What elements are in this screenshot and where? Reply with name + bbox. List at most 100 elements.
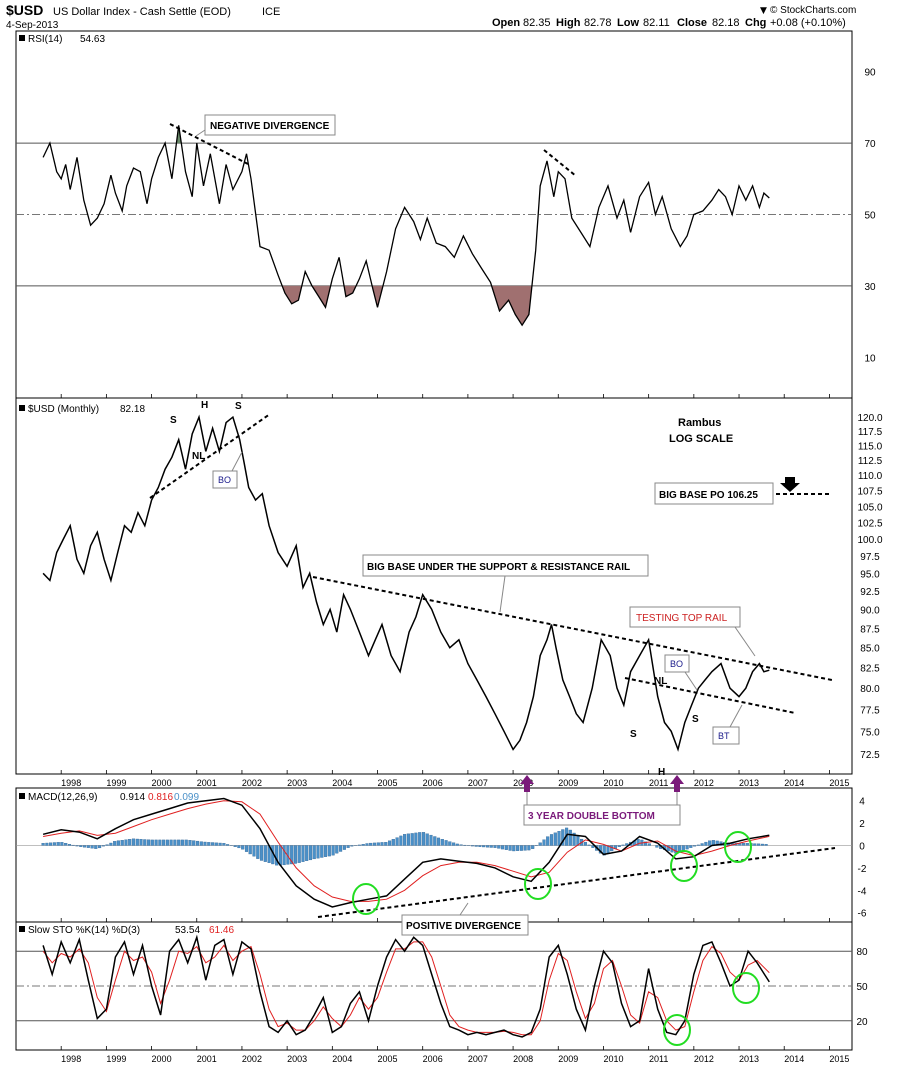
- double-bottom-bracket: [526, 792, 678, 805]
- macd-hist-bar: [666, 845, 670, 852]
- price-tick-72.5: 72.5: [860, 750, 880, 761]
- macd-hist-bar: [636, 839, 640, 846]
- rsi-legend-swatch: [19, 35, 25, 41]
- double-bottom-label: 3 YEAR DOUBLE BOTTOM: [528, 811, 655, 822]
- macd-circle-1: [352, 883, 380, 915]
- macd-hist-bar: [67, 844, 72, 846]
- sto-legend-label: Slow STO %K(14) %D(3): [28, 925, 140, 936]
- rsi-divergence-line: [169, 123, 249, 165]
- hs-neckline-label: NL: [192, 451, 205, 462]
- macd-hist-bar: [519, 845, 523, 851]
- macd-circle-3: [670, 850, 698, 882]
- macd-line: [42, 797, 770, 908]
- macd-hist-bar: [497, 845, 501, 849]
- xaxis-label-bottom-2012: 2012: [694, 1054, 714, 1064]
- macd-hist-bar: [425, 833, 429, 846]
- macd-hist-bar: [101, 845, 105, 847]
- macd-hist-bar: [568, 829, 572, 846]
- macd-hist-bar: [369, 842, 373, 846]
- big-base-po-box: [654, 482, 774, 505]
- price-tick-75.0: 75.0: [860, 727, 880, 738]
- macd-legend-label: MACD(12,26,9): [28, 792, 97, 803]
- macd-hist-bar: [508, 845, 512, 851]
- macd-hist-bar: [82, 845, 87, 848]
- macd-hist-bar: [139, 839, 143, 846]
- hs-head: H: [201, 400, 208, 411]
- macd-hist-bar: [188, 840, 192, 846]
- price-tick-115.0: 115.0: [858, 442, 883, 453]
- macd-hist-bar: [561, 829, 565, 846]
- rsi-legend-value: 54.63: [80, 34, 105, 45]
- macd-hist-bar: [700, 843, 704, 846]
- close-value: 82.18: [712, 17, 740, 29]
- macd-hist-bar: [169, 839, 173, 846]
- macd-hist-bar: [203, 841, 207, 846]
- macd-tick-0: 0: [859, 841, 865, 852]
- macd-hist-bar: [173, 839, 177, 846]
- rsi-oversold-fill: [312, 285, 331, 308]
- macd-hist-bar: [399, 835, 403, 846]
- macd-hist-bar: [644, 841, 648, 846]
- macd-legend-swatch: [19, 793, 25, 799]
- xaxis-label-top-2013: 2013: [739, 778, 759, 788]
- macd-hist-bar: [745, 843, 749, 846]
- macd-hist-bar: [689, 845, 693, 848]
- top-rail-line: [312, 576, 833, 681]
- macd-hist-bar: [459, 844, 463, 846]
- macd-hist-bar: [241, 845, 245, 850]
- xaxis-label-bottom-2005: 2005: [377, 1054, 397, 1064]
- macd-legend-hist: 0.099: [174, 792, 199, 803]
- bt-pointer: [729, 704, 743, 728]
- macd-hist-bar: [120, 840, 124, 846]
- macd-hist-bar: [286, 845, 290, 865]
- high-value: 82.78: [584, 17, 612, 29]
- macd-hist-bar: [128, 839, 132, 846]
- xaxis-label-top-2011: 2011: [649, 778, 668, 788]
- price-tick-112.5: 112.5: [858, 456, 883, 467]
- macd-hist-bar: [90, 845, 94, 849]
- macd-hist-bar: [414, 832, 418, 846]
- sto-circle-2: [732, 972, 760, 1004]
- macd-hist-bar: [162, 839, 166, 846]
- macd-hist-bar: [64, 843, 68, 846]
- macd-hist-bar: [753, 843, 757, 846]
- macd-hist-bar: [602, 845, 606, 856]
- xaxis-label-top-2003: 2003: [287, 778, 307, 788]
- macd-hist-bar: [233, 845, 237, 847]
- macd-hist-bar: [512, 845, 516, 852]
- macd-hist-bar: [361, 844, 365, 846]
- xaxis-label-top-2015: 2015: [829, 778, 849, 788]
- sto-legend-swatch: [19, 926, 25, 932]
- macd-hist-bar: [693, 845, 697, 847]
- macd-hist-bar: [444, 840, 448, 846]
- macd-hist-bar: [346, 845, 350, 848]
- macd-hist-bar: [395, 837, 399, 846]
- macd-hist-bar: [320, 845, 324, 858]
- xaxis-label-bottom-2004: 2004: [332, 1054, 352, 1064]
- macd-hist-bar: [75, 845, 79, 847]
- bottom-neckline-label: NL: [654, 676, 667, 687]
- price-tick-105.0: 105.0: [857, 502, 882, 513]
- macd-hist-bar: [105, 844, 109, 846]
- macd-hist-bar: [158, 839, 162, 846]
- macd-hist-bar: [553, 832, 557, 846]
- macd-hist-bar: [388, 840, 392, 846]
- price-tick-117.5: 117.5: [858, 427, 883, 438]
- macd-divergence-line: [317, 847, 836, 918]
- macd-hist-bar: [180, 839, 184, 846]
- macd-hist-bar: [455, 843, 459, 846]
- double-bottom-annotation: 3 YEAR DOUBLE BOTTOM: [520, 775, 684, 826]
- macd-hist-bar: [207, 842, 211, 846]
- macd-hist-bar: [500, 845, 505, 850]
- double-bottom-arrow-right: [670, 775, 684, 792]
- macd-hist-bar: [339, 845, 343, 852]
- negative-divergence-box: [204, 114, 336, 136]
- macd-hist-bar: [195, 840, 200, 846]
- sto-k-line: [42, 934, 770, 1038]
- bottom-head: H: [658, 767, 665, 778]
- macd-hist-bar: [342, 845, 346, 850]
- sto-legend-k: 53.54: [175, 925, 200, 936]
- macd-hist-bar: [757, 843, 761, 846]
- macd-hist-bar: [259, 845, 264, 861]
- macd-hist-bar: [764, 844, 768, 846]
